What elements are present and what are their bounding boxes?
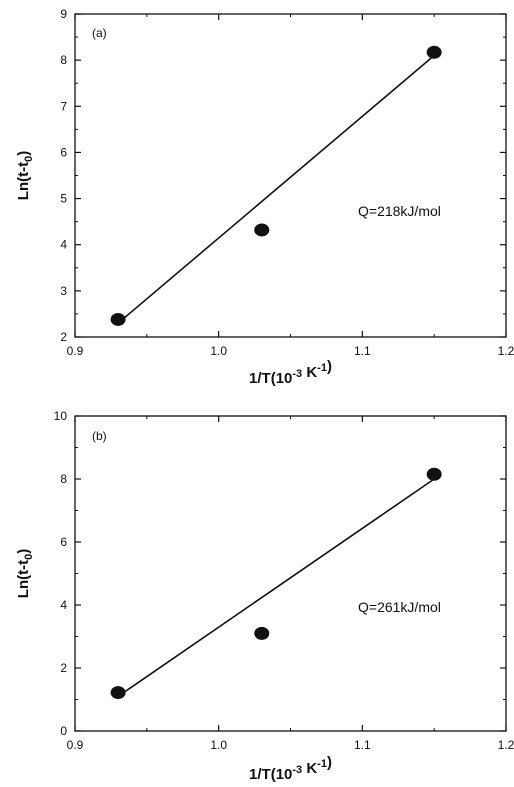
y-tick-label: 2 bbox=[60, 330, 67, 344]
y-tick-label: 5 bbox=[60, 192, 67, 206]
x-tick-label: 1.1 bbox=[354, 738, 371, 752]
y-tick-label: 6 bbox=[60, 535, 67, 549]
y-axis-label: Ln(t-t0) bbox=[15, 151, 35, 200]
data-point bbox=[426, 45, 442, 59]
fit-line bbox=[117, 478, 435, 698]
x-axis-label: 1/T(10-3 K-1) bbox=[249, 358, 332, 387]
x-tick-label: 0.9 bbox=[67, 344, 84, 358]
plot-frame bbox=[74, 415, 507, 732]
annotation-activation-energy: Q=261kJ/mol bbox=[358, 599, 441, 615]
data-point bbox=[110, 312, 126, 326]
data-point bbox=[254, 626, 270, 640]
panel-label: (b) bbox=[92, 429, 107, 443]
y-axis-label: Ln(t-t0) bbox=[15, 549, 35, 598]
y-tick-label: 10 bbox=[54, 409, 68, 423]
x-tick-label: 1.0 bbox=[210, 738, 227, 752]
annotation-activation-energy: Q=218kJ/mol bbox=[358, 203, 441, 219]
plot-frame bbox=[74, 13, 507, 338]
panel-label: (a) bbox=[92, 26, 107, 40]
data-point bbox=[426, 467, 442, 481]
chart-panel-b: 0.9 1.0 1.1 1.2 0 2 4 6 8 10 (b) Q=261kJ/mol 1/T(10-… bbox=[15, 409, 514, 783]
x-tick-label: 1.2 bbox=[498, 344, 514, 358]
y-tick-label: 0 bbox=[60, 724, 67, 738]
y-tick-label: 8 bbox=[60, 53, 67, 67]
x-tick-label: 0.9 bbox=[67, 738, 84, 752]
y-tick-label: 2 bbox=[60, 661, 67, 675]
fit-line bbox=[117, 54, 435, 324]
y-tick-label: 4 bbox=[60, 598, 67, 612]
y-tick-label: 7 bbox=[60, 99, 67, 113]
y-tick-label: 9 bbox=[60, 7, 67, 21]
x-axis-label: 1/T(10-3 K-1) bbox=[249, 754, 332, 783]
y-tick-label: 4 bbox=[60, 238, 67, 252]
chart-panel-a: 0.9 1.0 1.1 1.2 2 3 4 5 6 7 8 9 (a) Q=218kJ/mol 1/T(10… bbox=[15, 7, 514, 387]
y-tick-label: 6 bbox=[60, 145, 67, 159]
data-point bbox=[254, 223, 270, 237]
y-tick-label: 8 bbox=[60, 472, 67, 486]
data-point bbox=[110, 686, 126, 700]
x-tick-label: 1.0 bbox=[210, 344, 227, 358]
y-tick-label: 3 bbox=[60, 284, 67, 298]
x-tick-label: 1.1 bbox=[354, 344, 371, 358]
x-tick-label: 1.2 bbox=[498, 738, 514, 752]
